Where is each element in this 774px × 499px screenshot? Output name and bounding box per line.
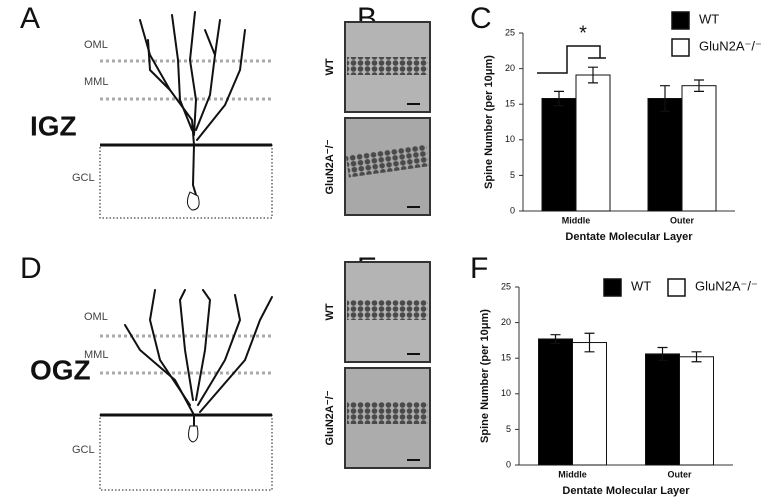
bar — [538, 338, 573, 466]
error-bar — [588, 66, 598, 84]
bar — [647, 98, 683, 212]
bar — [541, 98, 577, 212]
y-tick-label: 20 — [501, 317, 511, 327]
x-axis-label: Dentate Molecular Layer — [562, 485, 690, 497]
panel-label: D — [20, 252, 42, 285]
image-label: WT — [324, 58, 336, 75]
panel-label: F — [470, 252, 488, 285]
y-tick-label: 15 — [505, 99, 515, 109]
error-bar — [657, 346, 668, 361]
legend-swatch — [667, 278, 686, 297]
legend-label: GluN2A⁻/⁻ — [695, 278, 758, 293]
layer-label: MML — [84, 349, 108, 361]
x-tick-label: Outer — [670, 215, 695, 225]
layer-label: GCL — [72, 444, 95, 456]
y-tick-label: 10 — [501, 388, 511, 398]
bar — [681, 85, 717, 212]
error-bar — [550, 334, 561, 344]
neuron-drawing — [99, 289, 273, 491]
layer-label: MML — [84, 76, 108, 88]
y-tick-label: 25 — [505, 27, 515, 37]
image-label: GluN2A⁻/⁻ — [324, 390, 336, 445]
y-tick-label: 0 — [510, 205, 515, 215]
legend-label: WT — [631, 278, 651, 293]
image-label: WT — [324, 303, 336, 320]
legend-swatch — [603, 278, 622, 297]
y-tick-label: 25 — [501, 281, 511, 291]
legend-swatch — [671, 38, 690, 57]
layer-label: GCL — [72, 172, 95, 184]
legend-swatch — [671, 11, 690, 30]
error-bar — [660, 85, 670, 112]
y-tick-label: 5 — [506, 424, 511, 434]
bar — [679, 356, 714, 466]
error-bar — [554, 90, 564, 107]
x-tick-label: Outer — [667, 469, 692, 479]
legend-label: GluN2A⁻/⁻ — [699, 38, 762, 53]
panel-label: C — [470, 2, 492, 35]
bar — [575, 74, 611, 212]
y-tick-label: 15 — [501, 353, 511, 363]
layer-label: OML — [84, 311, 108, 323]
layer-label: OML — [84, 39, 108, 51]
panel-label: A — [20, 2, 40, 35]
x-tick-label: Middle — [562, 215, 591, 225]
zone-label: IGZ — [30, 110, 77, 141]
y-tick-label: 20 — [505, 63, 515, 73]
y-tick-label: 0 — [506, 459, 511, 469]
micrograph — [344, 21, 431, 469]
bar — [572, 342, 607, 466]
error-bar — [694, 79, 704, 92]
x-tick-label: Middle — [558, 469, 587, 479]
legend-label: WT — [699, 11, 719, 26]
zone-label: OGZ — [30, 354, 91, 385]
annotation: * — [579, 22, 587, 44]
y-tick-label: 10 — [505, 134, 515, 144]
y-axis-label: Spine Number (per 10μm) — [483, 55, 495, 189]
significance-bracket — [537, 45, 606, 74]
y-tick-label: 5 — [510, 170, 515, 180]
error-bar — [691, 351, 702, 363]
x-axis-label: Dentate Molecular Layer — [565, 231, 693, 243]
neuron-drawing — [99, 11, 273, 219]
image-label: GluN2A⁻/⁻ — [324, 139, 336, 194]
y-axis-label: Spine Number (per 10μm) — [479, 309, 491, 443]
error-bar — [584, 332, 595, 353]
bar — [645, 353, 680, 466]
